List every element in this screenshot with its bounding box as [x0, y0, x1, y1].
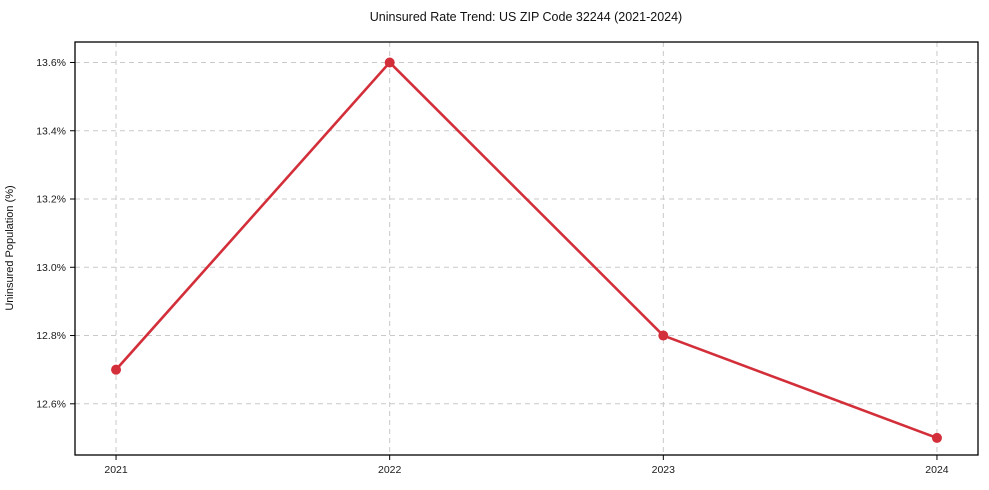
y-tick-label: 13.4%	[36, 125, 66, 137]
plot-border	[74, 41, 979, 456]
data-point-marker	[658, 330, 669, 341]
x-tick-label: 2022	[378, 464, 402, 476]
x-tick-label: 2021	[104, 464, 128, 476]
y-tick-label: 13.0%	[36, 262, 66, 274]
trend-line	[114, 61, 939, 440]
y-tick-label: 12.8%	[36, 330, 66, 342]
x-tick-label: 2023	[652, 464, 676, 476]
y-tick-label: 13.6%	[36, 57, 66, 69]
plot-area: 12.6% 12.8% 13.0% 13.2% 13.4% 13.6% 2021 2022 20…	[36, 41, 979, 476]
data-point-marker	[931, 432, 942, 443]
x-tick-label: 2024	[925, 464, 949, 476]
y-tick-label: 12.6%	[36, 398, 66, 410]
data-point-marker	[111, 364, 122, 375]
data-point-marker	[384, 57, 395, 68]
y-axis-label: Uninsured Population (%)	[4, 185, 16, 310]
y-tick-label: 13.2%	[36, 194, 66, 206]
chart-title: Uninsured Rate Trend: US ZIP Code 32244 …	[370, 10, 682, 24]
